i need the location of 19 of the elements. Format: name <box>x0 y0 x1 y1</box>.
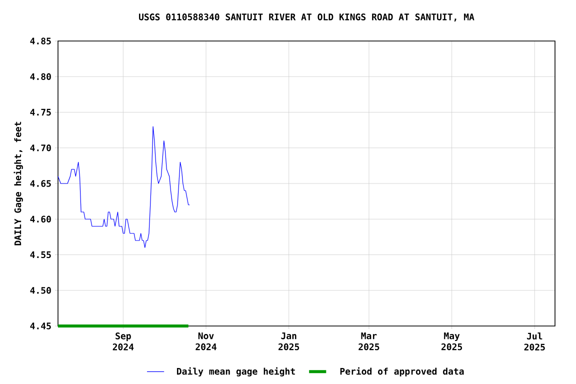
y-tick-label: 4.50 <box>30 286 51 294</box>
y-tick-label: 4.60 <box>30 216 51 223</box>
chart-title: USGS 0110588340 SANTUIT RIVER AT OLD KINGS ROAD AT SANTUIT, MA <box>139 14 474 22</box>
x-tick-label: Jul 2025 <box>524 332 545 350</box>
x-tick-label: Nov 2024 <box>196 332 216 350</box>
y-tick-label: 4.85 <box>30 38 51 44</box>
x-tick-label: Mar 2025 <box>358 332 380 350</box>
legend-label: Daily mean gage height <box>176 367 295 376</box>
y-tick-label: 4.80 <box>30 73 51 80</box>
y-tick-label: 4.65 <box>30 180 51 187</box>
y-tick-label: 4.75 <box>30 108 51 116</box>
legend-label: Period of approved data <box>340 367 464 376</box>
y-tick-label: 4.45 <box>30 322 51 330</box>
x-tick-label: Jan 2025 <box>278 332 300 350</box>
x-tick-label: Sep 2024 <box>112 332 134 350</box>
y-tick-label: 4.70 <box>30 144 51 152</box>
x-tick-label: May 2025 <box>441 332 462 350</box>
y-tick-label: 4.55 <box>30 251 51 258</box>
y-axis-title: DAILY Gage height, feet <box>14 122 23 246</box>
